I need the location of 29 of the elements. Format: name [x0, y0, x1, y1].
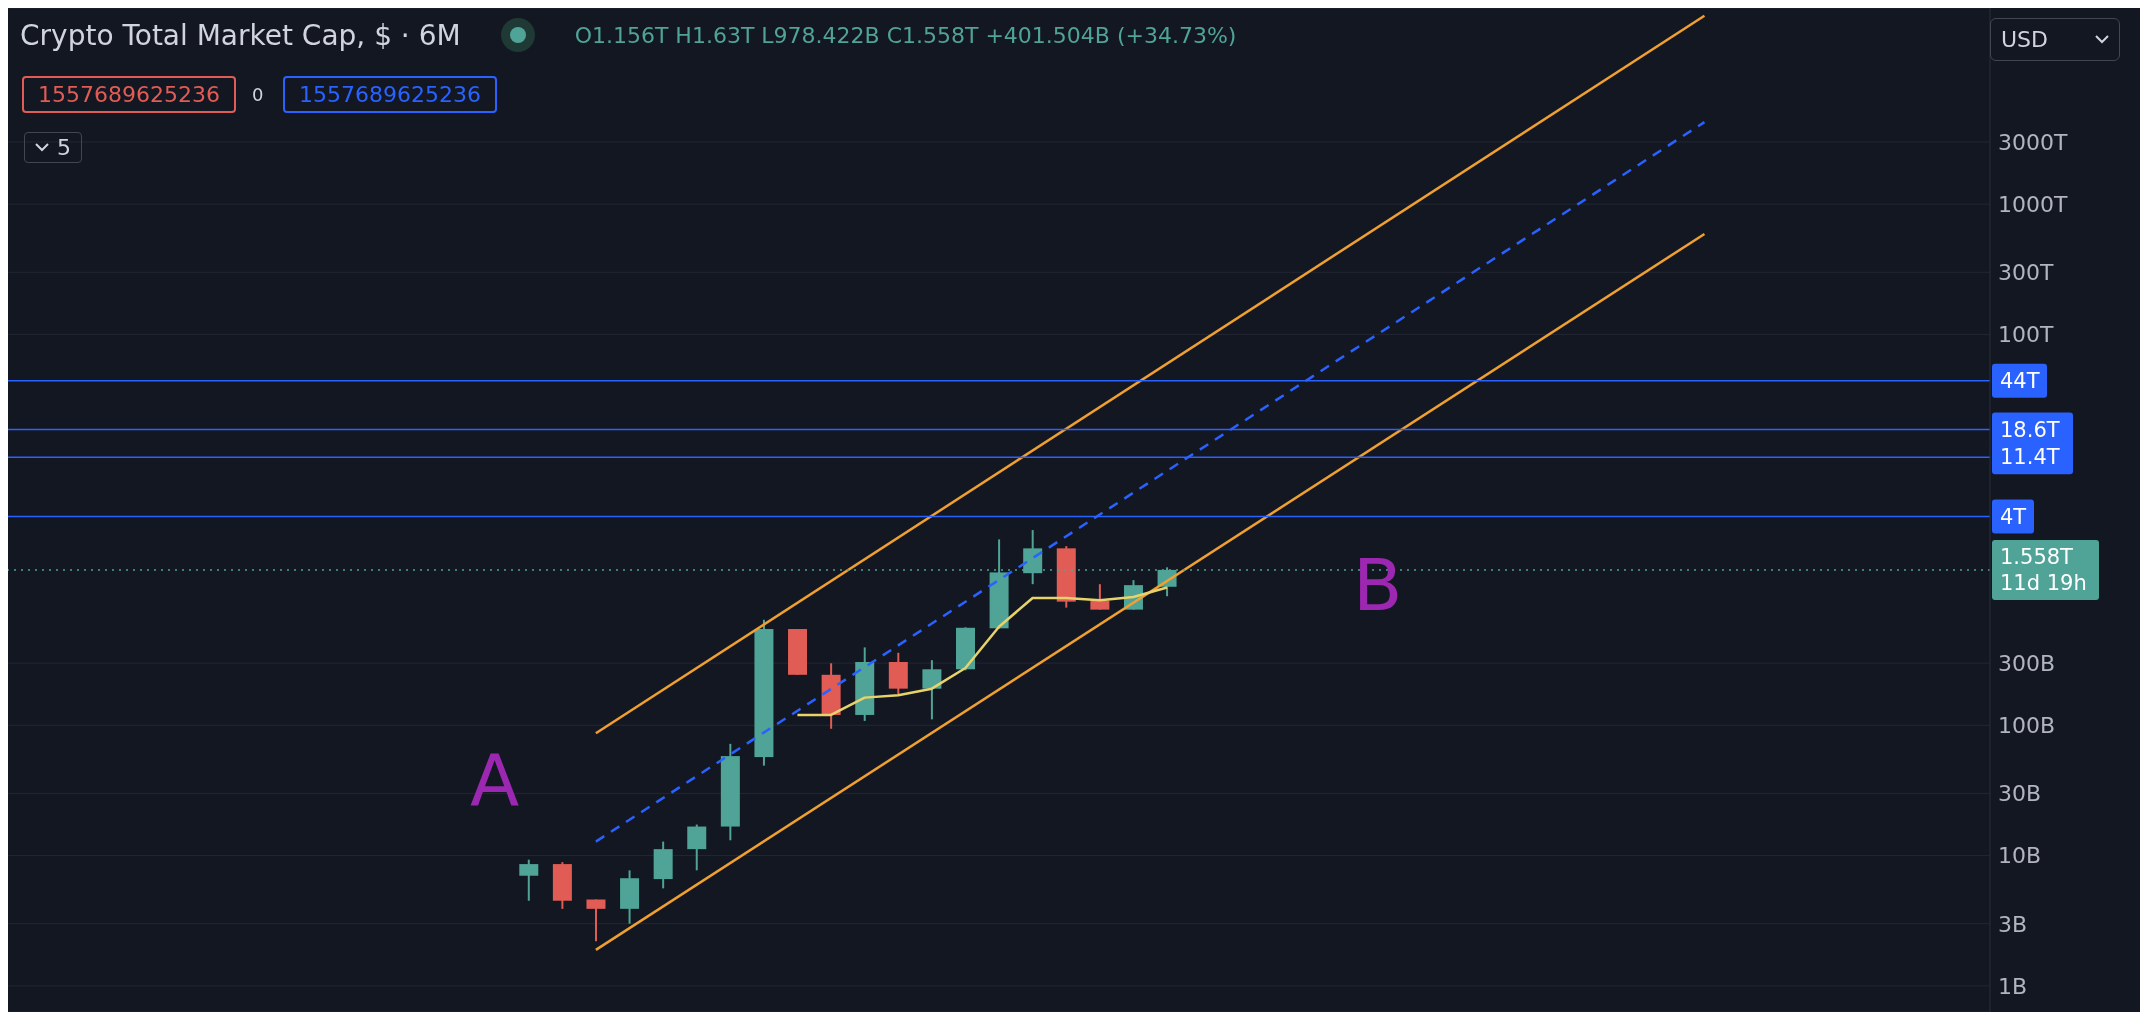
y-tick-label: 300B — [1998, 650, 2056, 676]
ref-line-label: 1.558T 11d 19h — [2000, 544, 2087, 595]
candlestick — [586, 898, 606, 943]
y-tick-label: 100B — [1998, 713, 2056, 739]
candlestick — [922, 659, 942, 721]
candlestick — [687, 823, 707, 872]
y-tick-label: 1000T — [1998, 191, 2068, 217]
annotation: 1557689625236 — [22, 76, 236, 113]
y-tick-label: 100T — [1998, 322, 2054, 348]
y-tick-label: 300T — [1998, 260, 2054, 286]
text: USD — [1990, 18, 2120, 61]
text: O1.156T H1.63T L978.422B C1.558T +401.504B (+34.73%) — [574, 22, 1237, 48]
annotation: 5 — [24, 132, 82, 163]
annotation: A — [470, 738, 520, 822]
candlestick — [519, 858, 539, 902]
y-tick-label: 3000T — [1998, 129, 2068, 155]
ref-line-label: 11.4T — [2000, 445, 2060, 470]
candlestick — [1090, 583, 1110, 611]
annotation: B — [1353, 543, 1403, 627]
annotation: 0 — [252, 84, 264, 105]
chart-title: Crypto Total Market Cap, $ · 6M — [20, 18, 461, 52]
y-tick-label: 1B — [1998, 973, 2028, 999]
y-tick-label: 10B — [1998, 843, 2042, 869]
y-tick-label: 3B — [1998, 911, 2028, 937]
ref-line-label: 44T — [2000, 368, 2040, 393]
y-tick-label: 30B — [1998, 781, 2042, 807]
ref-line-label: 18.6T — [2000, 417, 2060, 442]
ref-line-label: 4T — [2000, 504, 2027, 529]
annotation: 1557689625236 — [283, 76, 497, 113]
